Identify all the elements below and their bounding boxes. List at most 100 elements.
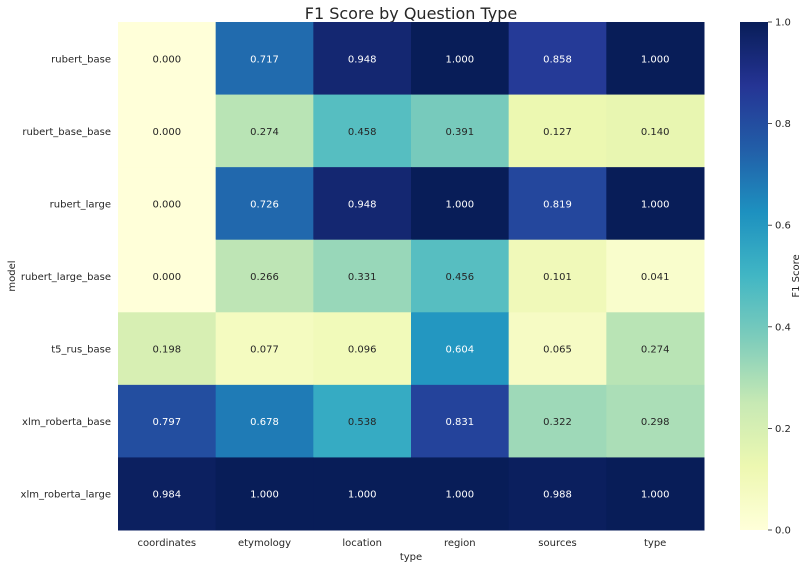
x-tick-label: type — [644, 538, 666, 549]
heatmap-cell — [118, 239, 217, 313]
heatmap-cell — [606, 22, 705, 96]
colorbar-ticks: 0.0 0.2 0.4 0.6 0.8 1.0 — [768, 18, 791, 537]
heatmap-cell — [215, 384, 314, 458]
cell-value-label: 0.458 — [348, 127, 377, 138]
heatmap-cell — [508, 167, 607, 241]
heatmap-cell — [215, 94, 314, 168]
heatmap-cell — [508, 384, 607, 458]
x-tick-label: sources — [538, 538, 576, 549]
heatmap-cell — [411, 22, 510, 96]
heatmap-cell — [313, 312, 412, 386]
cell-value-label: 0.456 — [446, 272, 475, 283]
y-tick-label: t5_rus_base — [51, 345, 111, 356]
colorbar-tick-label: 0.2 — [775, 424, 791, 435]
heatmap-cell — [606, 457, 705, 531]
y-axis-label: model — [7, 260, 18, 291]
cell-value-label: 0.140 — [641, 127, 670, 138]
x-tick-labels: coordinates etymology location region source… — [138, 538, 667, 549]
y-tick-label: rubert_base — [51, 54, 111, 65]
heatmap-cell — [508, 239, 607, 313]
cell-value-label: 0.274 — [641, 345, 670, 356]
cell-value-label: 0.000 — [153, 54, 182, 65]
colorbar-tick-label: 1.0 — [775, 18, 791, 29]
heatmap-cell — [606, 384, 705, 458]
cell-value-label: 1.000 — [446, 199, 475, 210]
cell-value-label: 0.678 — [250, 417, 279, 428]
y-tick-label: xlm_roberta_base — [22, 417, 111, 428]
cell-value-label: 0.000 — [153, 127, 182, 138]
heatmap-cell — [508, 94, 607, 168]
cell-value-label: 0.984 — [153, 490, 182, 501]
heatmap-cell — [411, 167, 510, 241]
cell-value-label: 0.077 — [250, 345, 279, 356]
colorbar-tick-label: 0.4 — [775, 322, 791, 333]
heatmap-cell — [118, 384, 217, 458]
heatmap-cell — [411, 457, 510, 531]
cell-value-label: 0.101 — [543, 272, 572, 283]
x-tick-label: etymology — [238, 538, 291, 549]
colorbar-tick-label: 0.6 — [775, 221, 791, 232]
cell-value-label: 0.988 — [543, 490, 572, 501]
y-tick-label: rubert_large_base — [21, 272, 111, 283]
cell-value-label: 1.000 — [641, 199, 670, 210]
heatmap-cell — [313, 94, 412, 168]
x-tick-label: coordinates — [138, 538, 197, 549]
y-tick-labels: rubert_base rubert_base_base rubert_larger… — [21, 54, 111, 500]
cell-value-label: 0.041 — [641, 272, 670, 283]
cell-value-label: 0.858 — [543, 54, 572, 65]
heatmap-cell — [215, 239, 314, 313]
y-tick-label: rubert_large — [50, 199, 111, 210]
cell-value-label: 0.797 — [153, 417, 182, 428]
cell-value-label: 1.000 — [348, 490, 377, 501]
heatmap-cell — [215, 22, 314, 96]
cell-value-label: 0.065 — [543, 345, 572, 356]
cell-value-label: 1.000 — [641, 54, 670, 65]
heatmap-cell — [313, 384, 412, 458]
cell-value-label: 0.726 — [250, 199, 279, 210]
x-tick-label: region — [444, 538, 476, 549]
heatmap-cell — [313, 167, 412, 241]
heatmap-cell — [508, 22, 607, 96]
cell-value-label: 0.538 — [348, 417, 377, 428]
heatmap-cell — [606, 167, 705, 241]
heatmap-cell — [215, 312, 314, 386]
cell-value-label: 0.819 — [543, 199, 572, 210]
heatmap-cell — [118, 167, 217, 241]
x-axis-label: type — [400, 552, 422, 563]
cell-value-label: 1.000 — [250, 490, 279, 501]
cell-value-label: 0.266 — [250, 272, 279, 283]
colorbar-tick-label: 0.8 — [775, 119, 791, 130]
cell-value-label: 0.948 — [348, 54, 377, 65]
cell-value-label: 1.000 — [641, 490, 670, 501]
cell-value-label: 0.198 — [153, 345, 182, 356]
heatmap-cell — [411, 384, 510, 458]
cell-value-label: 0.948 — [348, 199, 377, 210]
heatmap-cell — [313, 22, 412, 96]
cell-value-label: 0.717 — [250, 54, 279, 65]
heatmap-cell — [313, 457, 412, 531]
heatmap-cell — [118, 22, 217, 96]
heatmap-cell — [313, 239, 412, 313]
heatmap-cell — [411, 94, 510, 168]
heatmap-cell — [508, 312, 607, 386]
heatmap-cell — [411, 312, 510, 386]
heatmap-cell — [118, 94, 217, 168]
colorbar-tick-label: 0.0 — [775, 526, 791, 537]
cell-value-label: 1.000 — [446, 54, 475, 65]
heatmap-cell — [411, 239, 510, 313]
cell-value-label: 0.322 — [543, 417, 572, 428]
heatmap-cell — [118, 457, 217, 531]
cell-value-label: 1.000 — [446, 490, 475, 501]
heatmap-cell — [118, 312, 217, 386]
cell-value-label: 0.096 — [348, 345, 377, 356]
x-tick-label: location — [342, 538, 382, 549]
cell-value-label: 0.331 — [348, 272, 377, 283]
heatmap-cell — [508, 457, 607, 531]
cell-value-label: 0.831 — [446, 417, 475, 428]
y-tick-label: xlm_roberta_large — [21, 490, 111, 501]
cell-value-label: 0.604 — [446, 345, 475, 356]
y-tick-label: rubert_base_base — [22, 127, 111, 138]
cell-value-label: 0.000 — [153, 199, 182, 210]
cell-value-label: 0.391 — [446, 127, 475, 138]
